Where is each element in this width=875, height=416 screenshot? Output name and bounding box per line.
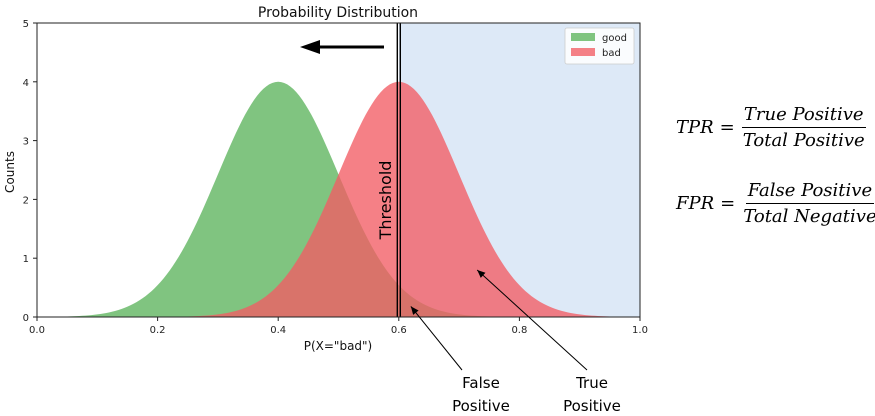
chart-title: Probability Distribution [258, 5, 418, 21]
x-tick-label: 0.6 [391, 325, 407, 336]
legend-label-good: good [602, 33, 627, 44]
probability-distribution-chart: Probability Distribution Threshold 0.0 0.… [3, 5, 648, 415]
fpr-denominator: Total Negative [743, 206, 875, 227]
fpr-fraction: False Positive Total Negative [741, 180, 875, 227]
annotation-text: Positive [452, 397, 510, 415]
annotation-arrowhead-icon [477, 269, 486, 278]
y-tick-label: 5 [23, 19, 29, 30]
plot-area: Threshold [37, 23, 640, 317]
annotation-text: False [462, 374, 500, 392]
tpr-formula: TPR = True Positive Total Positive [676, 104, 867, 151]
annotation-text: Positive [563, 397, 621, 415]
tpr-numerator: True Positive [741, 104, 866, 128]
annotation-arrowhead-icon [410, 306, 419, 315]
y-axis-label: Counts [3, 151, 17, 193]
plot-frame [36, 22, 641, 318]
annotation-text: True [575, 374, 608, 392]
annotation-arrow [476, 269, 588, 371]
y-tick-label: 1 [23, 254, 29, 265]
y-tick-label: 4 [23, 78, 29, 89]
fpr-numerator: False Positive [745, 180, 875, 204]
x-tick-label: 0.0 [29, 325, 45, 336]
tpr-fraction: True Positive Total Positive [741, 104, 867, 151]
fpr-label: FPR [676, 193, 715, 214]
annotation-arrow [410, 306, 463, 371]
y-tick-label: 0 [23, 313, 29, 324]
legend-swatch-good [571, 33, 595, 41]
legend-label-bad: bad [602, 48, 621, 59]
x-tick-label: 1.0 [632, 325, 648, 336]
series-area-bad [37, 81, 640, 317]
annotations: False Positive True Positive [410, 269, 621, 415]
legend: good bad [564, 27, 635, 65]
y-tick-label: 2 [23, 195, 29, 206]
axes: 0.0 0.2 0.4 0.6 0.8 1.0 0 1 2 3 4 5 [23, 19, 648, 336]
threshold-label: Threshold [376, 161, 395, 241]
legend-swatch-bad [571, 48, 595, 56]
equals-sign: = [719, 117, 735, 138]
tpr-denominator: Total Positive [742, 130, 865, 151]
x-tick-label: 0.8 [511, 325, 527, 336]
arrow-head-icon [300, 40, 320, 54]
equals-sign: = [720, 193, 736, 214]
fpr-formula: FPR = False Positive Total Negative [676, 180, 875, 227]
x-tick-label: 0.2 [150, 325, 166, 336]
y-tick-label: 3 [23, 137, 29, 148]
tpr-label: TPR [676, 117, 714, 138]
x-axis-label: P(X="bad") [304, 339, 373, 353]
x-tick-label: 0.4 [270, 325, 286, 336]
